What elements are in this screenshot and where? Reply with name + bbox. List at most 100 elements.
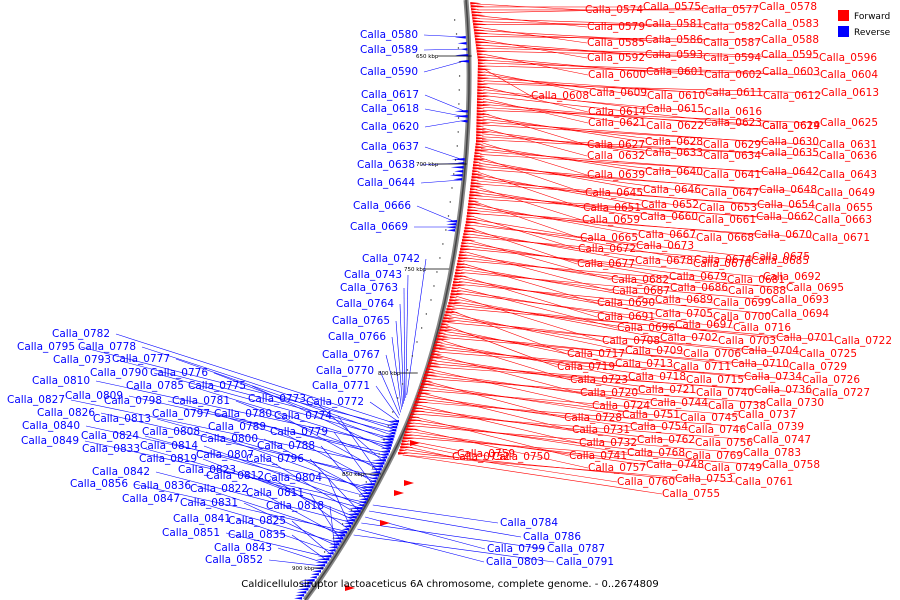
reverse-leader-line (196, 485, 345, 535)
forward-gene-glyph (456, 266, 471, 269)
reverse-leader-line (116, 359, 395, 433)
forward-leader-line (450, 313, 626, 352)
reverse-gene-label: Calla_0843 (214, 542, 272, 554)
forward-leader-line (468, 233, 694, 265)
reverse-gene-glyph (342, 528, 350, 531)
forward-gene-glyph (477, 89, 486, 92)
forward-gene-glyph (477, 62, 486, 65)
forward-leader-line (472, 213, 813, 239)
forward-gene-label: Calla_0734 (744, 371, 802, 383)
forward-gene-label: Calla_0700 (713, 311, 771, 323)
forward-gene-glyph (437, 335, 449, 338)
position-dot (365, 481, 367, 483)
forward-gene-label: Calla_0736 (754, 384, 812, 396)
reverse-gene-glyph (316, 558, 330, 561)
forward-leader-line (443, 334, 732, 365)
forward-gene-glyph (471, 14, 486, 17)
forward-gene-glyph (458, 257, 473, 260)
reverse-gene-label: Calla_0782 (52, 328, 110, 340)
forward-gene-label: Calla_0660 (640, 211, 698, 223)
forward-gene-glyph (476, 122, 491, 125)
forward-gene-label: Calla_0720 (580, 387, 638, 399)
forward-leader-line (429, 375, 709, 407)
forward-leader-line (448, 319, 742, 352)
forward-gene-glyph (476, 104, 491, 107)
reverse-gene-glyph (330, 540, 342, 543)
forward-gene-glyph (473, 29, 485, 32)
forward-gene-glyph (465, 224, 474, 227)
reverse-gene-label: Calla_0826 (37, 407, 95, 419)
reverse-gene-glyph (346, 513, 359, 516)
reverse-gene-glyph (460, 48, 468, 51)
forward-gene-label: Calla_0670 (754, 229, 812, 241)
forward-gene-glyph (471, 179, 480, 182)
forward-leader-line (465, 248, 764, 278)
forward-gene-glyph (466, 218, 478, 221)
reverse-gene-label: Calla_0825 (228, 515, 286, 527)
forward-leader-line (482, 112, 588, 146)
forward-leader-line (405, 449, 618, 483)
forward-gene-label: Calla_0706 (683, 348, 741, 360)
reverse-gene-label: Calla_0856 (70, 478, 128, 490)
forward-gene-glyph (436, 338, 451, 341)
forward-gene-glyph (424, 374, 439, 377)
legend-reverse-label: Reverse (854, 28, 891, 38)
forward-leader-line (476, 183, 816, 209)
forward-gene-glyph (458, 254, 470, 257)
forward-gene-glyph (413, 404, 422, 407)
reverse-gene-glyph (380, 453, 389, 456)
reverse-gene-glyph (328, 546, 338, 549)
forward-gene-glyph (476, 50, 491, 53)
position-dot (439, 257, 441, 259)
reverse-gene-glyph (449, 174, 463, 177)
reverse-leader-line (423, 48, 467, 51)
forward-gene-glyph (472, 20, 484, 23)
forward-leader-line (478, 15, 588, 28)
forward-gene-label: Calla_0783 (743, 447, 801, 459)
forward-gene-glyph (407, 422, 416, 425)
forward-gene-label: Calla_0702 (660, 332, 718, 344)
forward-gene-glyph (476, 140, 490, 143)
forward-gene-label: Calla_0619 (762, 120, 820, 132)
reverse-gene-glyph (380, 435, 395, 438)
forward-gene-glyph (477, 71, 486, 74)
forward-gene-label: Calla_0668 (696, 232, 754, 244)
forward-leader-line (420, 401, 747, 428)
forward-gene-glyph (476, 113, 491, 116)
forward-leader-line (474, 198, 815, 221)
scale-tick-label: 700 kbp (416, 162, 439, 168)
forward-leader-line (479, 163, 702, 194)
reverse-leader-line (205, 431, 371, 491)
forward-gene-glyph (463, 233, 472, 236)
forward-gene-label: Calla_0722 (834, 335, 892, 347)
forward-gene-glyph (438, 332, 447, 335)
forward-gene-glyph (443, 317, 455, 320)
reverse-gene-label: Calla_0778 (78, 341, 136, 353)
forward-leader-line (479, 23, 762, 25)
forward-gene-label: Calla_0715 (686, 374, 744, 386)
forward-leader-line (432, 366, 813, 394)
forward-leader-line (482, 124, 820, 146)
forward-gene-glyph (473, 26, 482, 29)
forward-leader-line (482, 115, 646, 143)
reverse-gene-label: Calla_0589 (360, 44, 418, 56)
reverse-gene-label: Calla_0831 (180, 497, 238, 509)
forward-gene-label: Calla_0642 (761, 166, 819, 178)
forward-gene-label: Calla_0758 (762, 459, 820, 471)
reverse-leader-line (291, 520, 332, 555)
forward-leader-line (419, 404, 580, 444)
reverse-gene-label: Calla_0833 (82, 443, 140, 455)
position-dot (455, 33, 458, 35)
reverse-leader-line (251, 385, 390, 451)
reverse-gene-glyph (453, 115, 468, 118)
forward-gene-glyph (477, 80, 486, 83)
reverse-leader-line (225, 532, 329, 558)
forward-gene-glyph (477, 77, 492, 80)
forward-gene-label: Calla_0744 (650, 397, 708, 409)
reverse-gene-glyph (332, 534, 346, 537)
forward-gene-label: Calla_0756 (695, 437, 753, 449)
reverse-gene-label: Calla_0786 (523, 531, 581, 543)
forward-gene-glyph (477, 83, 489, 86)
forward-gene-glyph (476, 128, 488, 131)
position-dot (451, 187, 453, 189)
